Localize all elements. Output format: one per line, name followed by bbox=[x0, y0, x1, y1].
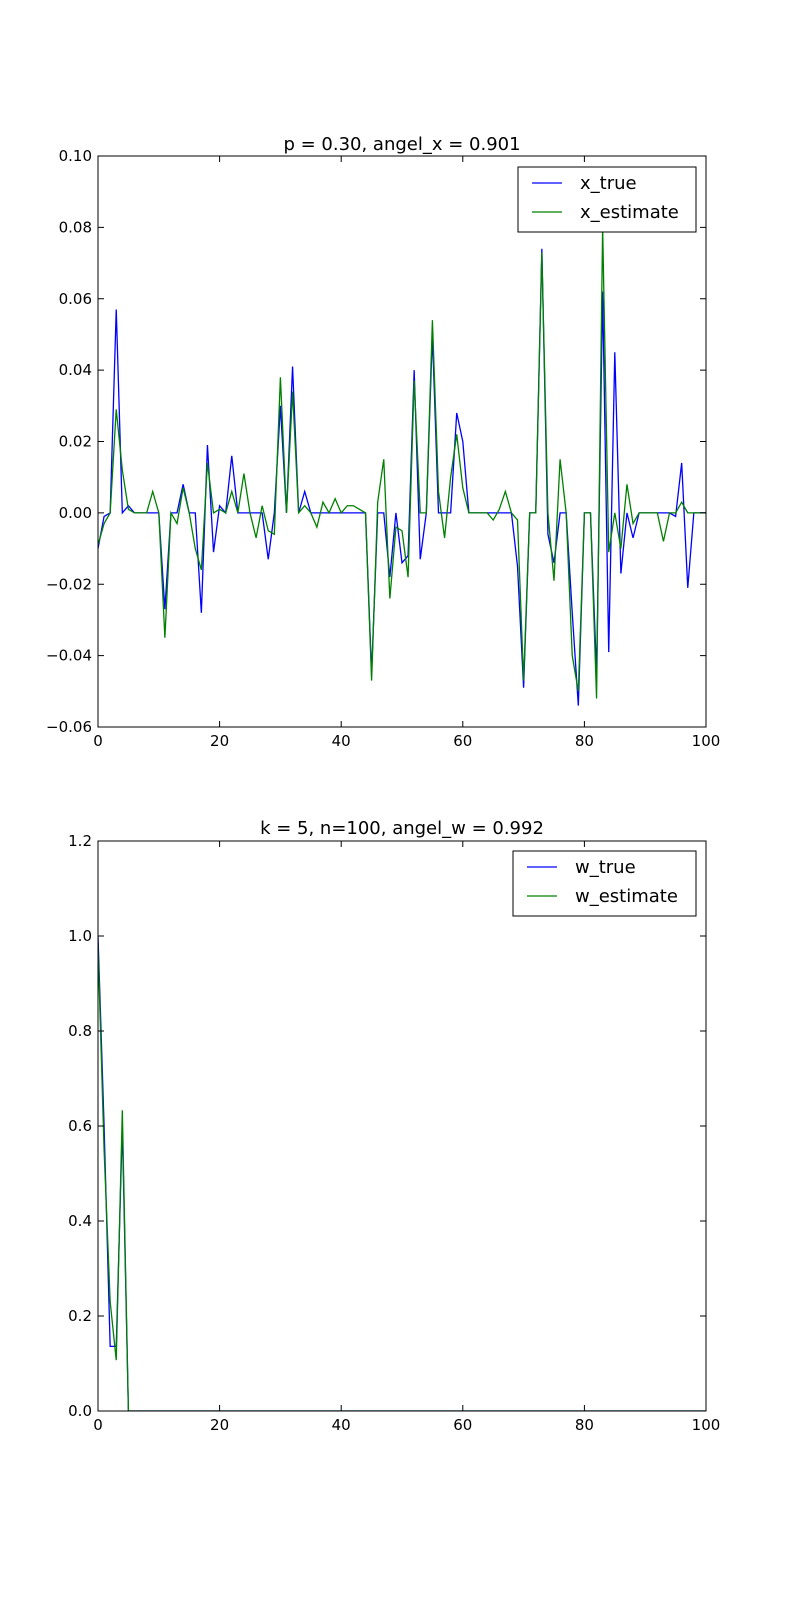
x-tick-label: 20 bbox=[210, 732, 229, 750]
x-tick-label: 20 bbox=[210, 1416, 229, 1434]
x-tick-label: 60 bbox=[453, 1416, 472, 1434]
y-tick-label: 0.02 bbox=[59, 433, 92, 451]
legend-box bbox=[517, 166, 697, 233]
y-tick-label: 0.10 bbox=[59, 147, 92, 165]
series-line-x-estimate bbox=[98, 227, 706, 699]
y-tick-label: 0.04 bbox=[59, 361, 92, 379]
legend-box bbox=[512, 850, 697, 917]
plot-frame bbox=[97, 155, 707, 728]
series-line-w-true bbox=[98, 935, 706, 1411]
series-line-x-true bbox=[98, 248, 706, 706]
y-tick-label: 1.0 bbox=[68, 927, 92, 945]
y-tick-label: −0.04 bbox=[46, 647, 92, 665]
top-chart: 0 20 40 60 80 100 0.10 0.08 0.06 0.04 0.02 0.00 −0.0… bbox=[46, 134, 720, 750]
y-tick-label: 0.2 bbox=[68, 1307, 92, 1325]
bottom-chart: 0 20 40 60 80 100 1.2 1.0 0.8 0.6 0.4 0.2 0.0 k = 5, … bbox=[68, 818, 720, 1434]
y-tick-label: 0.4 bbox=[68, 1212, 92, 1230]
y-tick-label: 1.2 bbox=[68, 832, 92, 850]
y-tick-label: 0.06 bbox=[59, 290, 92, 308]
plot-frame bbox=[97, 840, 707, 1412]
y-tick-label: −0.06 bbox=[46, 718, 92, 736]
legend-label-w-estimate: w_estimate bbox=[575, 886, 678, 907]
x-tick-label: 80 bbox=[575, 1416, 594, 1434]
x-tick-label: 0 bbox=[93, 1416, 103, 1434]
chart-title: k = 5, n=100, angel_w = 0.992 bbox=[260, 818, 544, 839]
y-tick-label: 0.8 bbox=[68, 1022, 92, 1040]
y-tick-label: −0.02 bbox=[46, 575, 92, 593]
y-tick-label: 0.6 bbox=[68, 1117, 92, 1135]
x-tick-label: 40 bbox=[332, 732, 351, 750]
legend-label-w-true: w_true bbox=[575, 857, 636, 878]
x-tick-label: 60 bbox=[453, 732, 472, 750]
y-tick-label: 0.00 bbox=[59, 504, 92, 522]
legend-label-x-estimate: x_estimate bbox=[580, 202, 679, 223]
x-tick-label: 0 bbox=[93, 732, 103, 750]
x-tick-label: 100 bbox=[692, 1416, 721, 1434]
chart-title: p = 0.30, angel_x = 0.901 bbox=[283, 134, 520, 155]
legend-label-x-true: x_true bbox=[580, 173, 637, 194]
series-line-w-estimate bbox=[98, 945, 706, 1411]
y-tick-label: 0.08 bbox=[59, 218, 92, 236]
y-tick-label: 0.0 bbox=[68, 1402, 92, 1420]
x-tick-label: 100 bbox=[692, 732, 721, 750]
x-tick-label: 40 bbox=[332, 1416, 351, 1434]
x-tick-label: 80 bbox=[575, 732, 594, 750]
